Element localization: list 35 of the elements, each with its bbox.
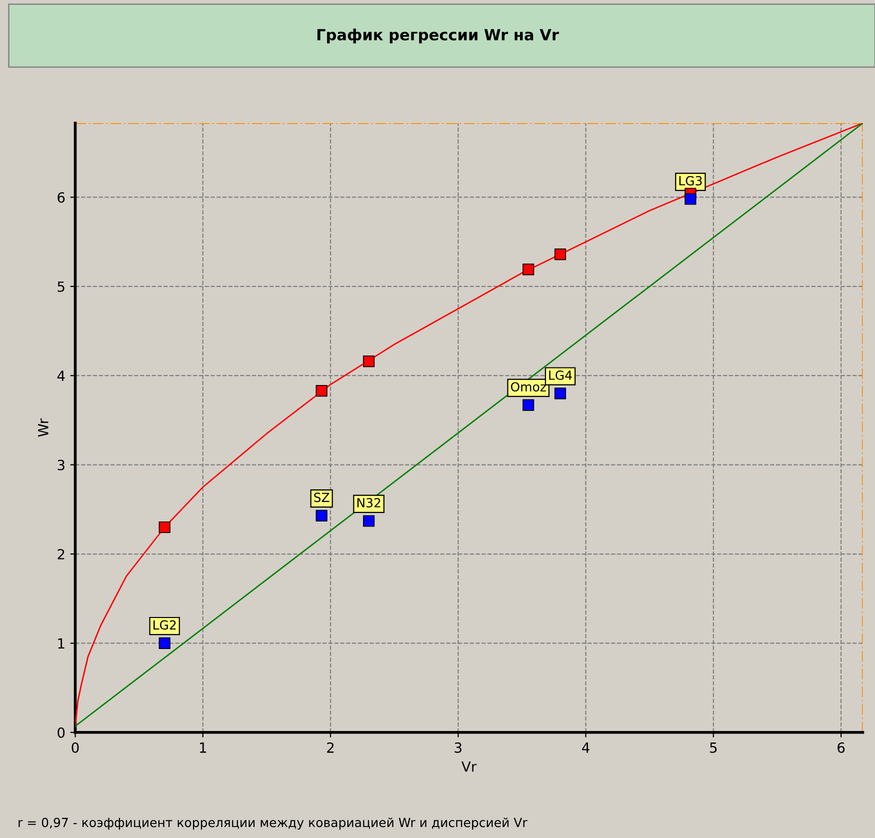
y-tick-label: 1 (58, 638, 64, 648)
annotation: LG4 (549, 370, 572, 380)
point (363, 515, 375, 527)
point (158, 521, 170, 534)
point (363, 356, 375, 368)
point (158, 637, 170, 650)
y-axis-title: Wr (38, 418, 48, 437)
point (522, 399, 534, 411)
y-tick-label: 3 (58, 460, 64, 470)
y-tick-label: 6 (58, 192, 65, 203)
text: r = 0,97 - коэффициент корреляции между ковариацией Wr и дисперсией Vr (18, 818, 528, 830)
annotation: SZ (314, 492, 330, 502)
point (554, 388, 566, 400)
point (684, 193, 696, 205)
x-tick-label: 2 (327, 742, 334, 753)
annotation: Omoz (510, 382, 546, 392)
y-tick-label: 2 (58, 548, 64, 560)
point (522, 264, 534, 276)
point (316, 510, 328, 522)
point (316, 384, 328, 397)
annotation: N32 (357, 498, 380, 508)
x-tick-label: 5 (710, 742, 717, 753)
chart-title: График регрессии Wr на Vr (317, 28, 559, 44)
point (554, 248, 566, 260)
x-tick-label: 3 (454, 742, 462, 753)
x-tick-label: 4 (582, 742, 590, 753)
y-tick-label: 0 (58, 727, 65, 738)
x-tick-label: 1 (200, 742, 206, 753)
y-tick-label: 4 (57, 370, 65, 381)
annotation: LG3 (679, 176, 702, 186)
x-axis-title: Vr (462, 762, 477, 772)
annotation: LG2 (154, 620, 176, 630)
x-tick-label: 0 (72, 742, 79, 753)
x-tick-label: 6 (838, 742, 845, 753)
y-tick-label: 5 (58, 282, 64, 292)
